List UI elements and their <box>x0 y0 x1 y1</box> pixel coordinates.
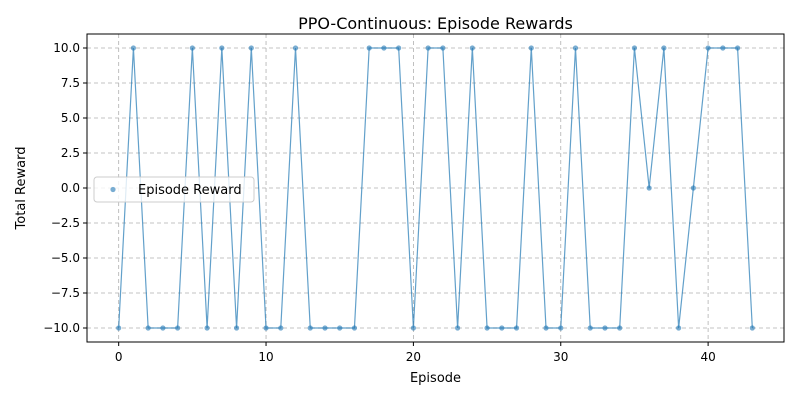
data-point <box>705 45 711 51</box>
data-point <box>617 325 623 331</box>
data-point <box>646 185 652 191</box>
data-point <box>572 45 579 51</box>
legend: Episode Reward <box>93 176 255 203</box>
data-point <box>587 325 593 331</box>
data-point <box>734 45 741 51</box>
x-tick-label: 10 <box>258 350 273 364</box>
data-point <box>513 325 520 331</box>
data-point <box>351 325 358 331</box>
data-point <box>631 45 638 51</box>
data-point <box>233 325 240 331</box>
y-tick-label: −2.5 <box>51 216 80 230</box>
data-point <box>676 325 682 331</box>
y-tick-label: 0.0 <box>61 181 80 195</box>
y-tick-label: −7.5 <box>51 286 80 300</box>
x-tick-label: 30 <box>553 350 568 364</box>
data-point <box>160 325 166 331</box>
data-point <box>396 45 402 51</box>
x-axis-label: Episode <box>410 371 461 386</box>
data-point <box>219 45 225 51</box>
y-tick-label: 10.0 <box>53 41 80 55</box>
data-point <box>499 325 505 331</box>
y-tick-label: 5.0 <box>61 111 80 125</box>
data-point <box>440 45 446 51</box>
data-point <box>528 45 534 51</box>
x-tick-label: 40 <box>700 350 715 364</box>
data-point <box>381 45 387 51</box>
data-point <box>558 325 564 331</box>
y-tick-label: 2.5 <box>61 146 80 160</box>
y-tick-label: 7.5 <box>61 76 80 90</box>
legend-marker <box>110 186 116 193</box>
series-line <box>118 47 753 329</box>
legend-box <box>93 176 255 203</box>
data-point <box>410 325 416 331</box>
data-point <box>248 45 254 51</box>
data-point <box>116 325 122 331</box>
data-point <box>690 185 696 191</box>
data-point <box>455 325 461 331</box>
data-point <box>292 45 299 51</box>
data-point <box>337 325 343 331</box>
data-point <box>278 325 284 331</box>
data-point <box>749 325 755 331</box>
data-point <box>484 325 490 331</box>
plot-frame <box>86 33 785 343</box>
x-tick-label: 0 <box>115 350 123 364</box>
ticks: 0 10 20 30 40 −10.0 −7.5 −5.0 −2.5 0.0 2.5 5.0 7.5 10… <box>43 41 716 364</box>
data-point <box>175 325 181 331</box>
series <box>116 45 755 331</box>
data-point <box>263 325 269 331</box>
chart-title: PPO-Continuous: Episode Rewards <box>298 14 573 33</box>
data-point <box>661 45 667 51</box>
x-tick-label: 20 <box>406 350 421 364</box>
data-point <box>720 45 726 51</box>
data-point <box>130 45 137 51</box>
data-point <box>543 325 549 331</box>
data-point <box>602 325 608 331</box>
data-point <box>322 325 328 331</box>
data-point <box>366 45 372 51</box>
y-axis-label: Total Reward <box>14 147 29 231</box>
data-point <box>307 325 313 331</box>
data-point <box>189 45 195 51</box>
data-point <box>425 45 431 51</box>
data-point <box>204 325 210 331</box>
y-tick-label: −5.0 <box>51 251 80 265</box>
legend-label: Episode Reward <box>138 183 242 198</box>
data-point <box>145 325 151 331</box>
data-point <box>469 45 475 51</box>
y-tick-label: −10.0 <box>43 321 80 335</box>
